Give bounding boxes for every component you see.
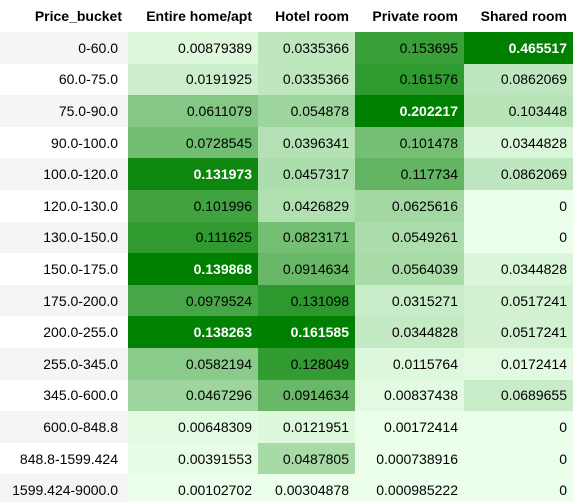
row-label-price-bucket: 120.0-130.0: [0, 189, 128, 222]
table-row: 1599.424-9000.0 0.00102702 0.00304878 0.000…: [0, 474, 573, 502]
table-cell: 0.103448: [464, 95, 573, 127]
row-label-price-bucket: 345.0-600.0: [0, 379, 128, 412]
table-cell: 0.0611079: [128, 95, 258, 127]
row-label-price-bucket: 848.8-1599.424: [0, 442, 128, 475]
header-row: Price_bucket Entire home/apt Hotel room …: [0, 0, 573, 32]
row-label-price-bucket: 0-60.0: [0, 32, 128, 64]
table-cell: 0.0344828: [464, 253, 573, 285]
table-body: 0-60.0 0.00879389 0.0335366 0.153695 0.46551…: [0, 32, 573, 502]
table-cell: 0.00172414: [355, 411, 464, 443]
table-cell: 0.161585: [258, 316, 355, 348]
table-cell: 0.0582194: [128, 347, 258, 380]
row-label-price-bucket: 1599.424-9000.0: [0, 474, 128, 502]
table-row: 100.0-120.0 0.131973 0.0457317 0.117734 0.08…: [0, 158, 573, 190]
table-cell: 0.138263: [128, 316, 258, 348]
table-cell: 0.0862069: [464, 63, 573, 96]
table-cell: 0.0914634: [258, 379, 355, 412]
table-cell: 0.0396341: [258, 126, 355, 159]
table-row: 600.0-848.8 0.00648309 0.0121951 0.00172414…: [0, 411, 573, 443]
row-label-price-bucket: 150.0-175.0: [0, 253, 128, 285]
table-cell: 0.465517: [464, 32, 573, 64]
table-cell: 0.101478: [355, 126, 464, 159]
table-cell: 0.0191925: [128, 63, 258, 96]
table-cell: 0.0335366: [258, 32, 355, 64]
table-cell: 0.0914634: [258, 253, 355, 285]
table-row: 120.0-130.0 0.101996 0.0426829 0.0625616 0: [0, 189, 573, 222]
table-cell: 0.111625: [128, 221, 258, 254]
table-row: 150.0-175.0 0.139868 0.0914634 0.0564039 0.0…: [0, 253, 573, 285]
table-cell: 0.153695: [355, 32, 464, 64]
table-cell: 0: [464, 442, 573, 475]
table-cell: 0.00391553: [128, 442, 258, 475]
table-cell: 0.0823171: [258, 221, 355, 254]
table-cell: 0.0487805: [258, 442, 355, 475]
table-cell: 0.128049: [258, 347, 355, 380]
table-cell: 0.00102702: [128, 474, 258, 502]
table-cell: 0.0172414: [464, 347, 573, 380]
table-row: 345.0-600.0 0.0467296 0.0914634 0.00837438 0…: [0, 379, 573, 412]
table-row: 75.0-90.0 0.0611079 0.054878 0.202217 0.1034…: [0, 95, 573, 127]
table-cell: 0.161576: [355, 63, 464, 96]
table-cell: 0.0344828: [355, 316, 464, 348]
table-cell: 0.00837438: [355, 379, 464, 412]
row-label-price-bucket: 75.0-90.0: [0, 95, 128, 127]
column-header: Shared room: [480, 8, 567, 24]
row-label-price-bucket: 200.0-255.0: [0, 316, 128, 348]
row-label-price-bucket: 255.0-345.0: [0, 347, 128, 380]
table-cell: 0.0426829: [258, 189, 355, 222]
column-header: Hotel room: [275, 8, 349, 24]
row-label-price-bucket: 175.0-200.0: [0, 284, 128, 317]
table-row: 60.0-75.0 0.0191925 0.0335366 0.161576 0.086…: [0, 63, 573, 96]
table-cell: 0: [464, 189, 573, 222]
table-row: 0-60.0 0.00879389 0.0335366 0.153695 0.46551…: [0, 32, 573, 64]
table-cell: 0.0121951: [258, 411, 355, 443]
table-cell: 0.00648309: [128, 411, 258, 443]
table-cell: 0.131098: [258, 284, 355, 317]
table-cell: 0.00304878: [258, 474, 355, 502]
table-cell: 0.000985222: [355, 474, 464, 502]
index-header: Price_bucket: [34, 8, 122, 24]
table-row: 175.0-200.0 0.0979524 0.131098 0.0315271 0.0…: [0, 284, 573, 317]
table-cell: 0.0625616: [355, 189, 464, 222]
table-cell: 0.0115764: [355, 347, 464, 380]
table-cell: 0: [464, 474, 573, 502]
table-cell: 0.0467296: [128, 379, 258, 412]
table-cell: 0: [464, 221, 573, 254]
table-cell: 0.0979524: [128, 284, 258, 317]
table-row: 90.0-100.0 0.0728545 0.0396341 0.101478 0.03…: [0, 126, 573, 159]
table-cell: 0.0549261: [355, 221, 464, 254]
table-cell: 0.00879389: [128, 32, 258, 64]
table-cell: 0.0335366: [258, 63, 355, 96]
table-row: 848.8-1599.424 0.00391553 0.0487805 0.00073…: [0, 442, 573, 475]
table-row: 200.0-255.0 0.138263 0.161585 0.0344828 0.05…: [0, 316, 573, 348]
column-header: Private room: [372, 8, 458, 24]
table-cell: 0.0517241: [464, 284, 573, 317]
table-cell: 0.131973: [128, 158, 258, 190]
table-cell: 0.0862069: [464, 158, 573, 190]
table-cell: 0.054878: [258, 95, 355, 127]
table-cell: 0.000738916: [355, 442, 464, 475]
table-row: 255.0-345.0 0.0582194 0.128049 0.0115764 0.0…: [0, 347, 573, 380]
table-cell: 0: [464, 411, 573, 443]
table-cell: 0.0689655: [464, 379, 573, 412]
table-cell: 0.202217: [355, 95, 464, 127]
table-cell: 0.0564039: [355, 253, 464, 285]
table-cell: 0.0457317: [258, 158, 355, 190]
table-cell: 0.117734: [355, 158, 464, 190]
column-header: Entire home/apt: [146, 8, 252, 24]
table-row: 130.0-150.0 0.111625 0.0823171 0.0549261 0: [0, 221, 573, 254]
row-label-price-bucket: 600.0-848.8: [0, 411, 128, 443]
table-cell: 0.139868: [128, 253, 258, 285]
table-cell: 0.0315271: [355, 284, 464, 317]
table-cell: 0.0344828: [464, 126, 573, 159]
table-cell: 0.101996: [128, 189, 258, 222]
row-label-price-bucket: 130.0-150.0: [0, 221, 128, 254]
row-label-price-bucket: 100.0-120.0: [0, 158, 128, 190]
table-cell: 0.0517241: [464, 316, 573, 348]
table-cell: 0.0728545: [128, 126, 258, 159]
row-label-price-bucket: 90.0-100.0: [0, 126, 128, 159]
row-label-price-bucket: 60.0-75.0: [0, 63, 128, 96]
